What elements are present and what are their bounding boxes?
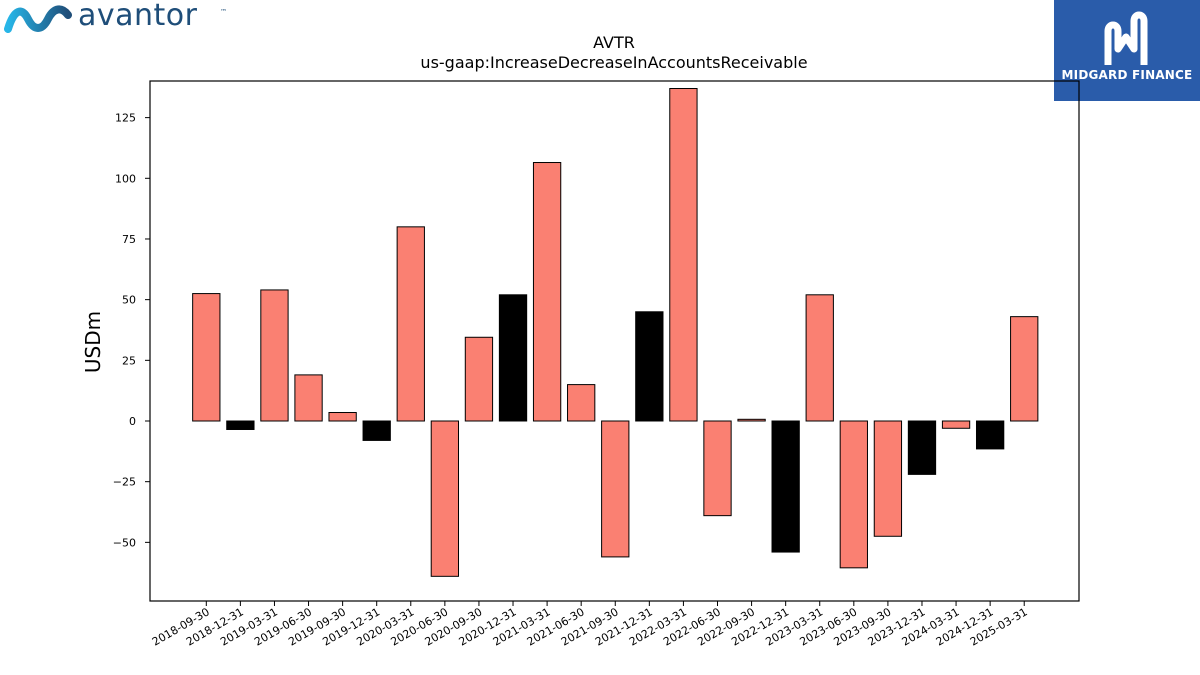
y-tick-label: 100 bbox=[115, 172, 136, 185]
midgard-finance-name: MIDGARD FINANCE bbox=[1061, 68, 1193, 82]
avantor-wave-icon bbox=[4, 5, 72, 33]
bar-2022-03-31 bbox=[669, 88, 698, 422]
bar-2022-09-30 bbox=[737, 418, 766, 422]
bar-2023-09-30 bbox=[873, 420, 903, 537]
bar-2020-06-30 bbox=[430, 420, 460, 577]
bar-2023-06-30 bbox=[839, 420, 868, 569]
bar-2019-03-31 bbox=[260, 289, 289, 422]
y-tick-label: 125 bbox=[115, 112, 136, 125]
bar-2024-03-31 bbox=[941, 420, 971, 429]
chart-title: AVTR bbox=[593, 33, 635, 52]
bar-2023-03-31 bbox=[805, 294, 834, 422]
bar-2021-06-30 bbox=[567, 384, 596, 422]
brand-name: avantor bbox=[78, 0, 198, 33]
y-tick-label: 0 bbox=[129, 415, 136, 428]
bar-2022-12-31 bbox=[771, 420, 800, 553]
chart-subtitle: us-gaap:IncreaseDecreaseInAccountsReceiv… bbox=[420, 53, 807, 72]
y-tick-label: 25 bbox=[122, 354, 136, 367]
bar-2019-12-31 bbox=[362, 420, 391, 441]
bar-2018-12-31 bbox=[226, 420, 255, 430]
y-tick-label: 50 bbox=[122, 294, 136, 307]
brand-trademark: ™ bbox=[220, 8, 227, 16]
bar-2021-03-31 bbox=[532, 162, 562, 422]
bar-2018-09-30 bbox=[192, 293, 221, 422]
bar-2023-12-31 bbox=[907, 420, 937, 475]
bars-group bbox=[192, 88, 1039, 577]
bar-2024-12-31 bbox=[975, 420, 1005, 450]
y-axis-label: USDm bbox=[81, 311, 105, 373]
y-ticks-group: −50 −25 0 25 50 75 100 125 bbox=[113, 112, 150, 549]
midgard-m-icon bbox=[1104, 11, 1148, 65]
bar-2020-12-31 bbox=[498, 294, 528, 422]
y-tick-label: −50 bbox=[113, 536, 136, 549]
midgard-finance-logo: MIDGARD FINANCE bbox=[1054, 0, 1200, 101]
bar-2021-12-31 bbox=[635, 311, 664, 422]
avantor-logo: avantor ™ bbox=[4, 0, 234, 36]
bar-2020-09-30 bbox=[464, 336, 494, 422]
y-tick-label: 75 bbox=[122, 233, 136, 246]
bar-2021-09-30 bbox=[601, 420, 630, 558]
bar-2020-03-31 bbox=[396, 226, 425, 422]
bar-2025-03-31 bbox=[1010, 316, 1039, 422]
plot-frame bbox=[149, 80, 1080, 602]
bar-2019-06-30 bbox=[294, 374, 323, 422]
x-ticks-group: 2018-09-302018-12-312019-03-312019-06-30… bbox=[150, 601, 1030, 649]
bar-2022-06-30 bbox=[703, 420, 732, 517]
y-tick-label: −25 bbox=[113, 476, 136, 489]
bar-2019-09-30 bbox=[328, 412, 357, 422]
